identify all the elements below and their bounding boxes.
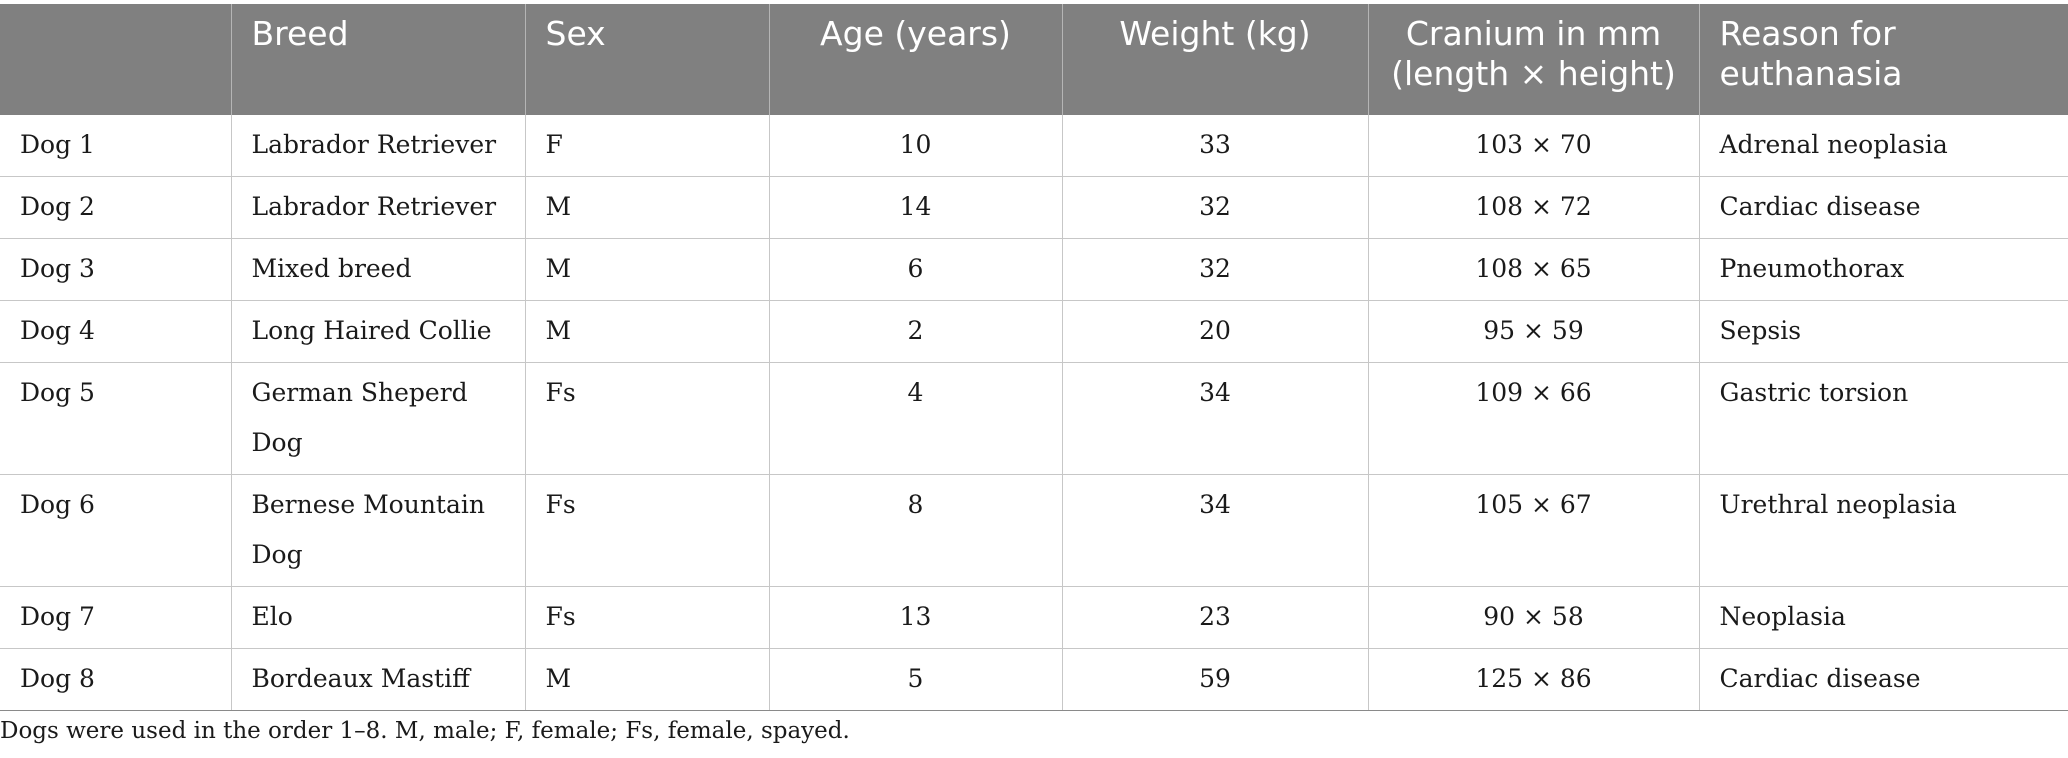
- table-row: Dog 3 Mixed breed M 6 32 108 × 65 Pneumo…: [0, 238, 2068, 301]
- cell-breed: Long Haired Collie: [230, 300, 525, 363]
- cell-age: 2: [768, 300, 1062, 363]
- cell-weight: 23: [1061, 586, 1368, 649]
- cell-reason: Sepsis: [1698, 300, 2068, 363]
- cell-reason: Pneumothorax: [1698, 238, 2068, 301]
- cell-cranium: 109 × 66: [1367, 362, 1699, 475]
- table-row: Dog 2 Labrador Retriever M 14 32 108 × 7…: [0, 176, 2068, 239]
- cell-weight: 34: [1061, 474, 1368, 587]
- cell-dog: Dog 2: [0, 176, 231, 239]
- header-cell-age: Age (years): [768, 4, 1062, 115]
- header-cell-reason: Reason for euthanasia: [1698, 4, 2068, 115]
- cell-sex: M: [524, 300, 769, 363]
- cell-cranium: 125 × 86: [1367, 648, 1699, 711]
- table-body: Dog 1 Labrador Retriever F 10 33 103 × 7…: [0, 115, 2068, 711]
- cell-dog: Dog 6: [0, 474, 231, 587]
- cell-breed: Mixed breed: [230, 238, 525, 301]
- dog-table-container: Breed Sex Age (years) Weight (kg) Craniu…: [0, 4, 2068, 711]
- cell-weight: 32: [1061, 238, 1368, 301]
- cell-sex: Fs: [524, 362, 769, 475]
- cell-dog: Dog 1: [0, 115, 231, 177]
- cell-reason: Cardiac disease: [1698, 176, 2068, 239]
- cell-dog: Dog 3: [0, 238, 231, 301]
- cell-age: 14: [768, 176, 1062, 239]
- cell-age: 13: [768, 586, 1062, 649]
- table-row: Dog 6 Bernese Mountain Dog Fs 8 34 105 ×…: [0, 474, 2068, 587]
- cell-age: 6: [768, 238, 1062, 301]
- table-header: Breed Sex Age (years) Weight (kg) Craniu…: [0, 4, 2068, 115]
- cell-breed: German Sheperd Dog: [230, 362, 525, 475]
- table-row: Dog 8 Bordeaux Mastiff M 5 59 125 × 86 C…: [0, 648, 2068, 711]
- header-cell-sex: Sex: [524, 4, 769, 115]
- table-row: Dog 5 German Sheperd Dog Fs 4 34 109 × 6…: [0, 362, 2068, 475]
- dog-data-table: Breed Sex Age (years) Weight (kg) Craniu…: [0, 4, 2068, 711]
- cell-cranium: 95 × 59: [1367, 300, 1699, 363]
- header-cell-breed: Breed: [230, 4, 525, 115]
- cell-dog: Dog 4: [0, 300, 231, 363]
- header-cell-cranium: Cranium in mm (length × height): [1367, 4, 1699, 115]
- cell-breed: Labrador Retriever: [230, 176, 525, 239]
- cell-age: 8: [768, 474, 1062, 587]
- cell-age: 5: [768, 648, 1062, 711]
- cell-dog: Dog 7: [0, 586, 231, 649]
- cell-dog: Dog 5: [0, 362, 231, 475]
- cell-reason: Cardiac disease: [1698, 648, 2068, 711]
- cell-sex: Fs: [524, 586, 769, 649]
- cell-dog: Dog 8: [0, 648, 231, 711]
- cell-reason: Neoplasia: [1698, 586, 2068, 649]
- cell-cranium: 90 × 58: [1367, 586, 1699, 649]
- table-row: Dog 4 Long Haired Collie M 2 20 95 × 59 …: [0, 300, 2068, 363]
- header-cell-dog: [0, 4, 231, 115]
- cell-breed: Elo: [230, 586, 525, 649]
- cell-sex: M: [524, 648, 769, 711]
- cell-sex: M: [524, 238, 769, 301]
- cell-weight: 20: [1061, 300, 1368, 363]
- cell-reason: Gastric torsion: [1698, 362, 2068, 475]
- cell-weight: 33: [1061, 115, 1368, 177]
- cell-sex: M: [524, 176, 769, 239]
- cell-breed: Labrador Retriever: [230, 115, 525, 177]
- cell-breed: Bernese Mountain Dog: [230, 474, 525, 587]
- header-cell-weight: Weight (kg): [1061, 4, 1368, 115]
- cell-age: 10: [768, 115, 1062, 177]
- cell-sex: F: [524, 115, 769, 177]
- cell-cranium: 105 × 67: [1367, 474, 1699, 587]
- cell-sex: Fs: [524, 474, 769, 587]
- table-row: Dog 1 Labrador Retriever F 10 33 103 × 7…: [0, 115, 2068, 177]
- cell-reason: Urethral neoplasia: [1698, 474, 2068, 587]
- cell-reason: Adrenal neoplasia: [1698, 115, 2068, 177]
- table-footnote: Dogs were used in the order 1–8. M, male…: [0, 718, 850, 744]
- table-row: Dog 7 Elo Fs 13 23 90 × 58 Neoplasia: [0, 586, 2068, 649]
- cell-cranium: 108 × 65: [1367, 238, 1699, 301]
- cell-breed: Bordeaux Mastiff: [230, 648, 525, 711]
- header-row: Breed Sex Age (years) Weight (kg) Craniu…: [0, 4, 2068, 115]
- cell-weight: 34: [1061, 362, 1368, 475]
- cell-age: 4: [768, 362, 1062, 475]
- cell-weight: 59: [1061, 648, 1368, 711]
- cell-weight: 32: [1061, 176, 1368, 239]
- cell-cranium: 103 × 70: [1367, 115, 1699, 177]
- cell-cranium: 108 × 72: [1367, 176, 1699, 239]
